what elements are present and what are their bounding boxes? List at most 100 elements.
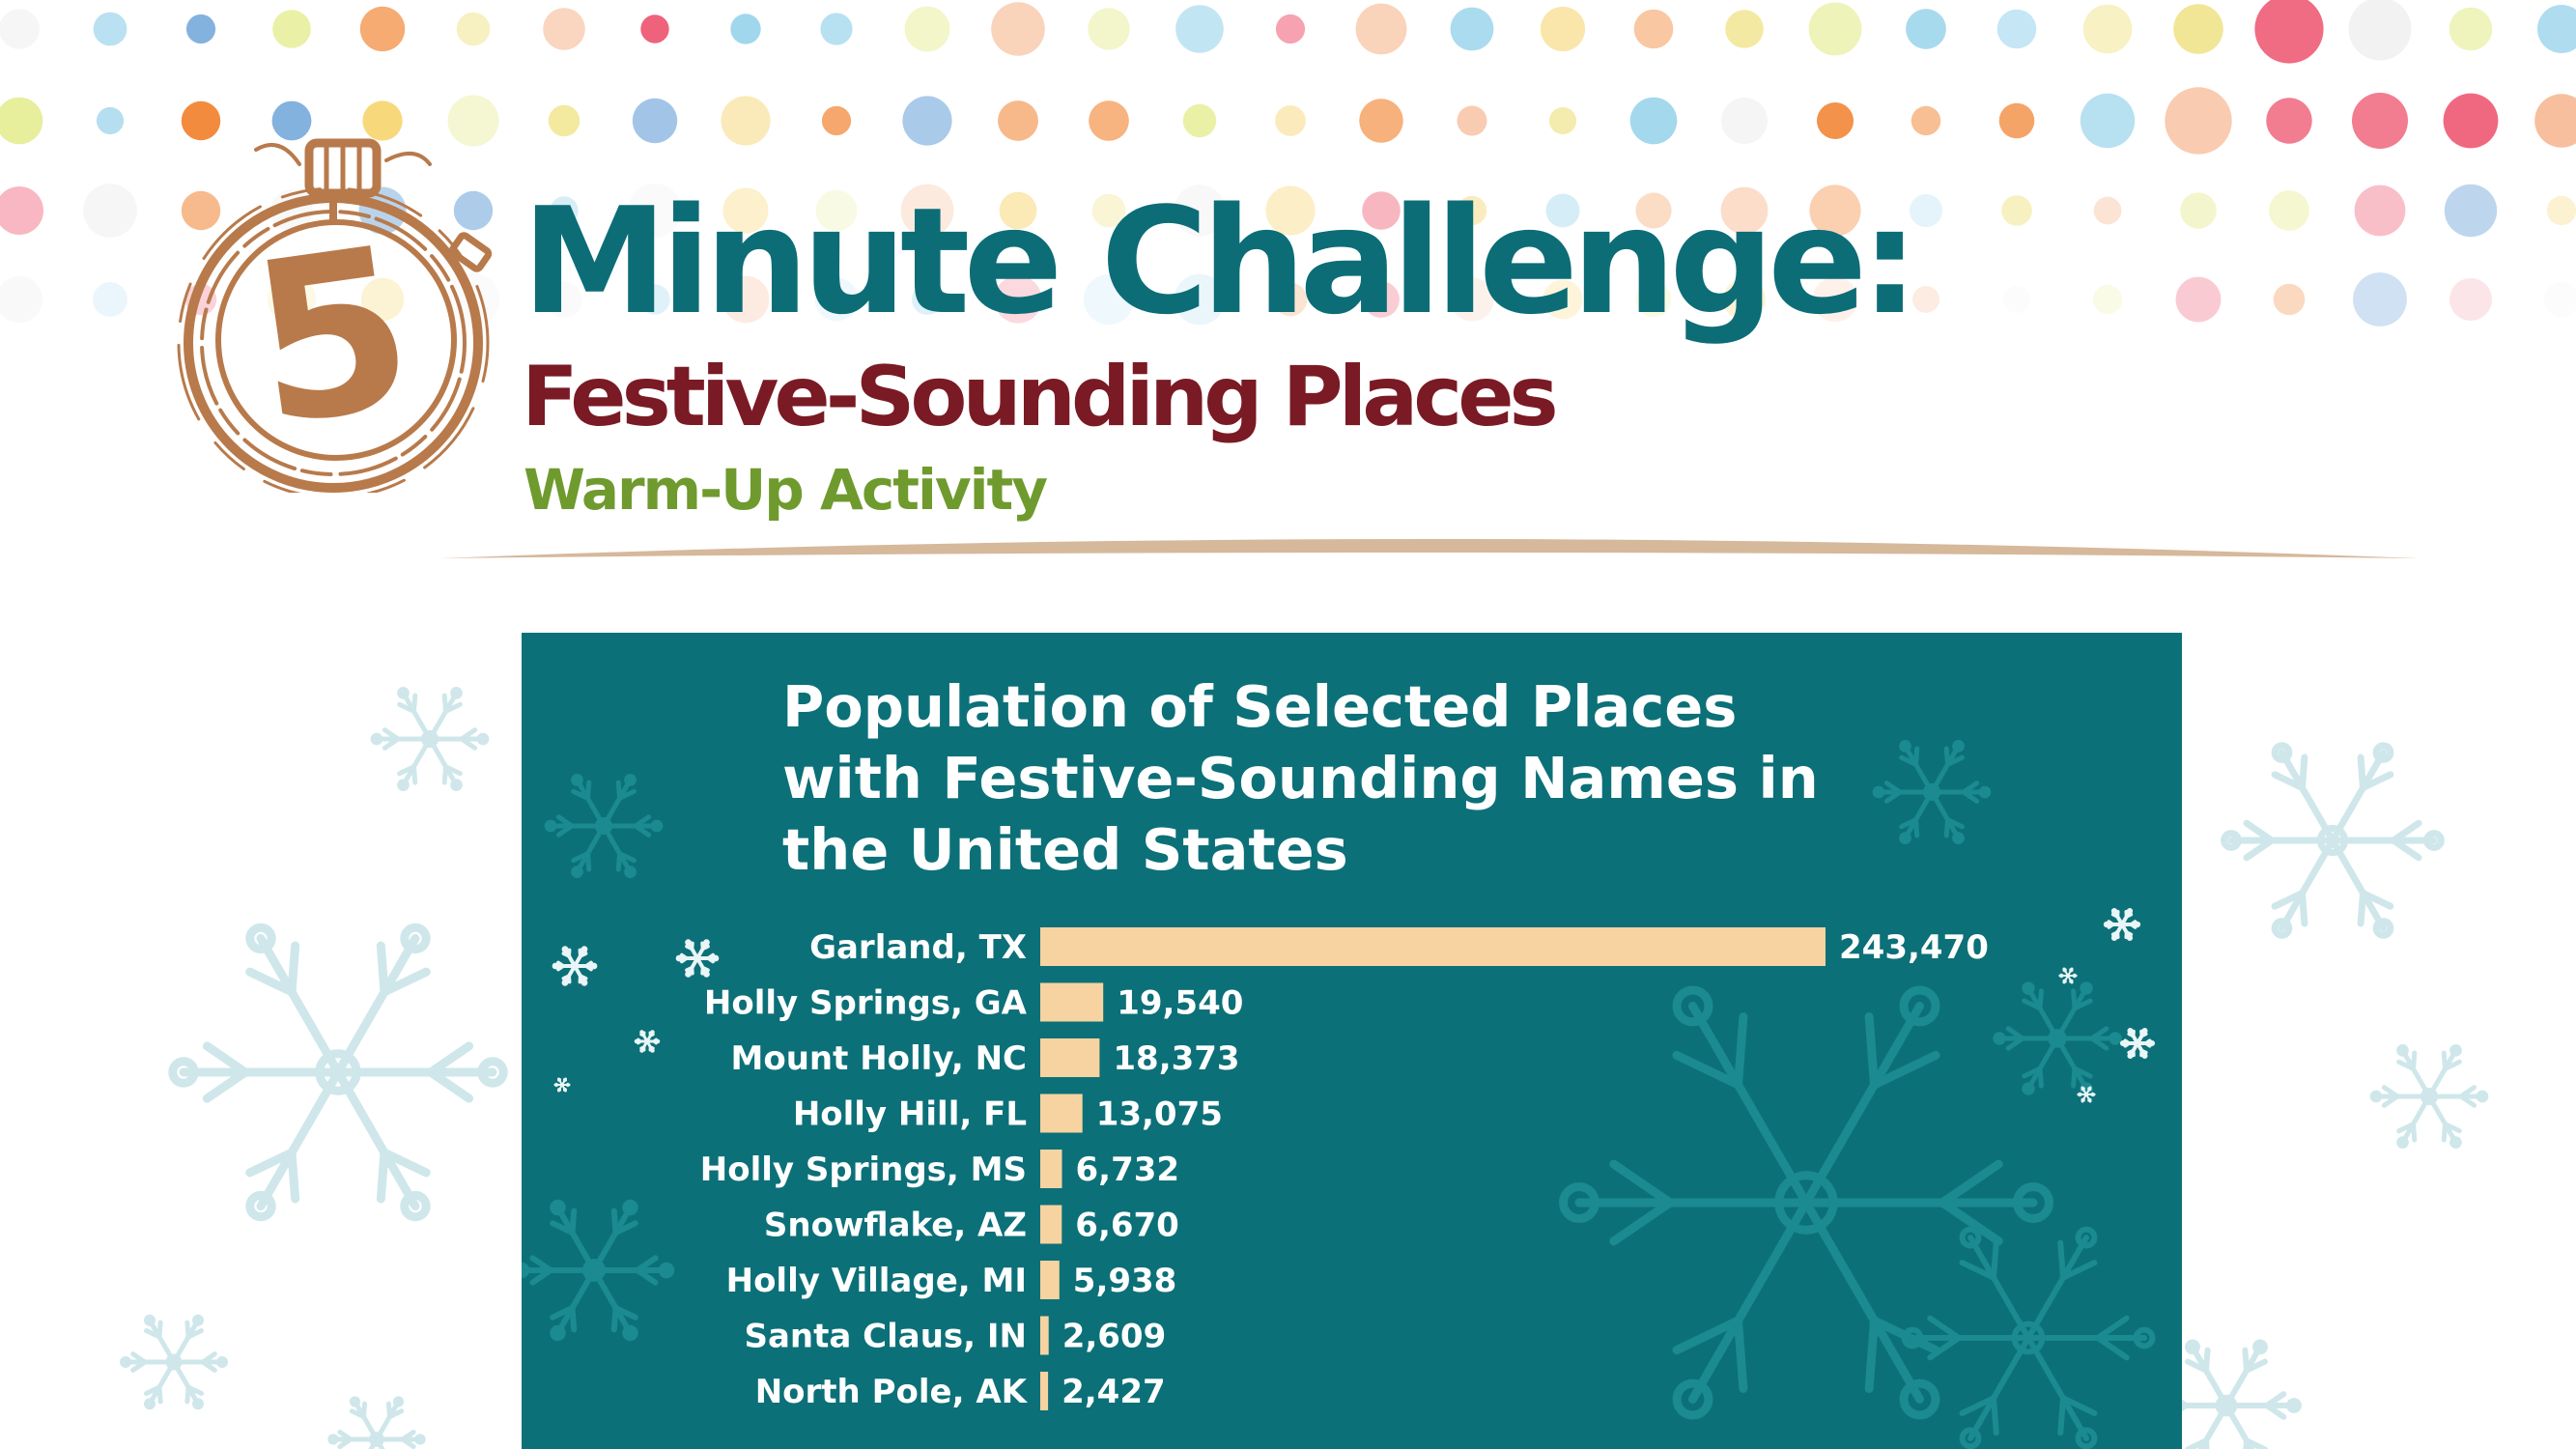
decorative-dot [1543, 279, 1583, 320]
title-divider [439, 539, 2420, 558]
decorative-dot [1273, 282, 1308, 317]
decorative-dot [1450, 7, 1494, 51]
decorative-dot-pattern [0, 0, 2576, 327]
decorative-dot [2092, 284, 2123, 315]
decorative-dot [722, 275, 770, 324]
bar [1040, 1372, 1049, 1410]
snowflake-icon [327, 1396, 426, 1449]
snowflake-icon [2103, 908, 2141, 941]
snowflake-icon [1559, 985, 2053, 1420]
category-label: North Pole, AK [755, 1373, 1029, 1411]
snowflake-icon [1901, 1226, 2156, 1449]
snowflake-icon [553, 1077, 571, 1093]
chart-panel: Population of Selected Places with Festi… [522, 633, 2182, 1449]
decorative-dot [814, 277, 859, 322]
decorative-dot [1089, 100, 1129, 141]
decorative-dot [0, 97, 43, 145]
decorative-dot [994, 275, 1042, 324]
decorative-dot [93, 12, 127, 46]
decorative-dot [185, 14, 216, 44]
decorative-dot [1720, 186, 1769, 235]
value-label: 2,609 [1062, 1318, 1167, 1356]
decorative-dot [1175, 5, 1224, 53]
decorative-dot [83, 184, 137, 238]
decorative-dot [2082, 4, 2133, 54]
decorative-dot [2354, 185, 2406, 237]
decorative-dot [2534, 94, 2576, 148]
decorative-dot [1725, 10, 1764, 48]
decorative-dot [2175, 276, 2222, 323]
decorative-dot [640, 14, 669, 43]
decorative-dot [0, 9, 40, 49]
decorative-dot [2449, 278, 2492, 321]
decorative-dot [2444, 184, 2498, 238]
snowflake-icon [2119, 1027, 2156, 1060]
decorative-dot [1457, 105, 1487, 136]
decorative-dot [1362, 191, 1401, 230]
decorative-dot [1275, 14, 1306, 44]
category-label: Holly Village, MI [726, 1262, 1027, 1300]
decorative-dot [821, 105, 852, 136]
decorative-dot [1457, 195, 1487, 226]
decorative-dot [912, 284, 943, 315]
bar [1040, 1316, 1049, 1355]
decorative-dot [93, 282, 127, 317]
value-label: 5,938 [1073, 1262, 1177, 1300]
decorative-dot [1909, 193, 1943, 228]
snowflake-icon [544, 774, 664, 878]
snowflake-icon [168, 923, 508, 1222]
decorative-dot [998, 100, 1038, 141]
bar [1040, 927, 1826, 966]
decorative-dot [96, 106, 125, 135]
decorative-dot [900, 184, 954, 238]
decorative-dot [639, 284, 670, 315]
decorative-dot [2254, 0, 2324, 64]
decorative-dot [2543, 281, 2576, 318]
decorative-dot [2266, 98, 2312, 144]
decorative-dot [1359, 99, 1403, 143]
decorative-dot [1809, 185, 1861, 237]
bar [1040, 982, 1104, 1022]
value-label: 243,470 [1839, 928, 1989, 967]
decorative-dot [2165, 87, 2232, 155]
decorative-dot [2352, 93, 2408, 149]
value-label: 13,075 [1096, 1095, 1223, 1134]
decorative-dot [1548, 106, 1577, 135]
snowflake-icon [522, 1199, 675, 1342]
decorative-dot [447, 95, 499, 147]
decorative-dot [0, 186, 43, 235]
decorative-dot [1906, 9, 1946, 49]
decorative-dot [991, 2, 1045, 56]
decorative-dot [2546, 195, 2576, 226]
snowflake-icon [120, 1314, 228, 1410]
decorative-dot [1721, 98, 1768, 144]
decorative-dot [2180, 192, 2217, 229]
decorative-dot [1912, 286, 1939, 313]
decorative-dot [453, 190, 494, 231]
decorative-dot [1812, 276, 1858, 323]
category-label: Santa Claus, IN [744, 1318, 1027, 1356]
decorative-dot [1091, 193, 1126, 228]
page-title: Minute Challenge: [522, 176, 1919, 347]
panel-snowflake-decoration [522, 740, 2156, 1449]
decorative-dot [1817, 102, 1854, 139]
decorative-dot [1275, 105, 1306, 136]
bar [1040, 1150, 1062, 1188]
bar [1040, 1205, 1062, 1244]
decorative-dot [1545, 193, 1580, 228]
decorative-dot [2273, 283, 2306, 316]
snowflake-icon [2058, 967, 2078, 984]
decorative-dot [815, 189, 858, 232]
decorative-dot [272, 10, 311, 48]
decorative-dot [1265, 185, 1316, 236]
decorative-dot [543, 8, 585, 50]
decorative-dot [904, 6, 950, 52]
category-label: Mount Holly, NC [731, 1039, 1028, 1078]
decorative-dot [2443, 93, 2499, 149]
decorative-dot [550, 196, 579, 225]
decorative-dot [1998, 102, 2035, 139]
value-label: 6,732 [1076, 1151, 1180, 1189]
bar [1040, 1261, 1060, 1299]
decorative-dot [2537, 5, 2576, 53]
decorative-dot [2269, 190, 2309, 231]
